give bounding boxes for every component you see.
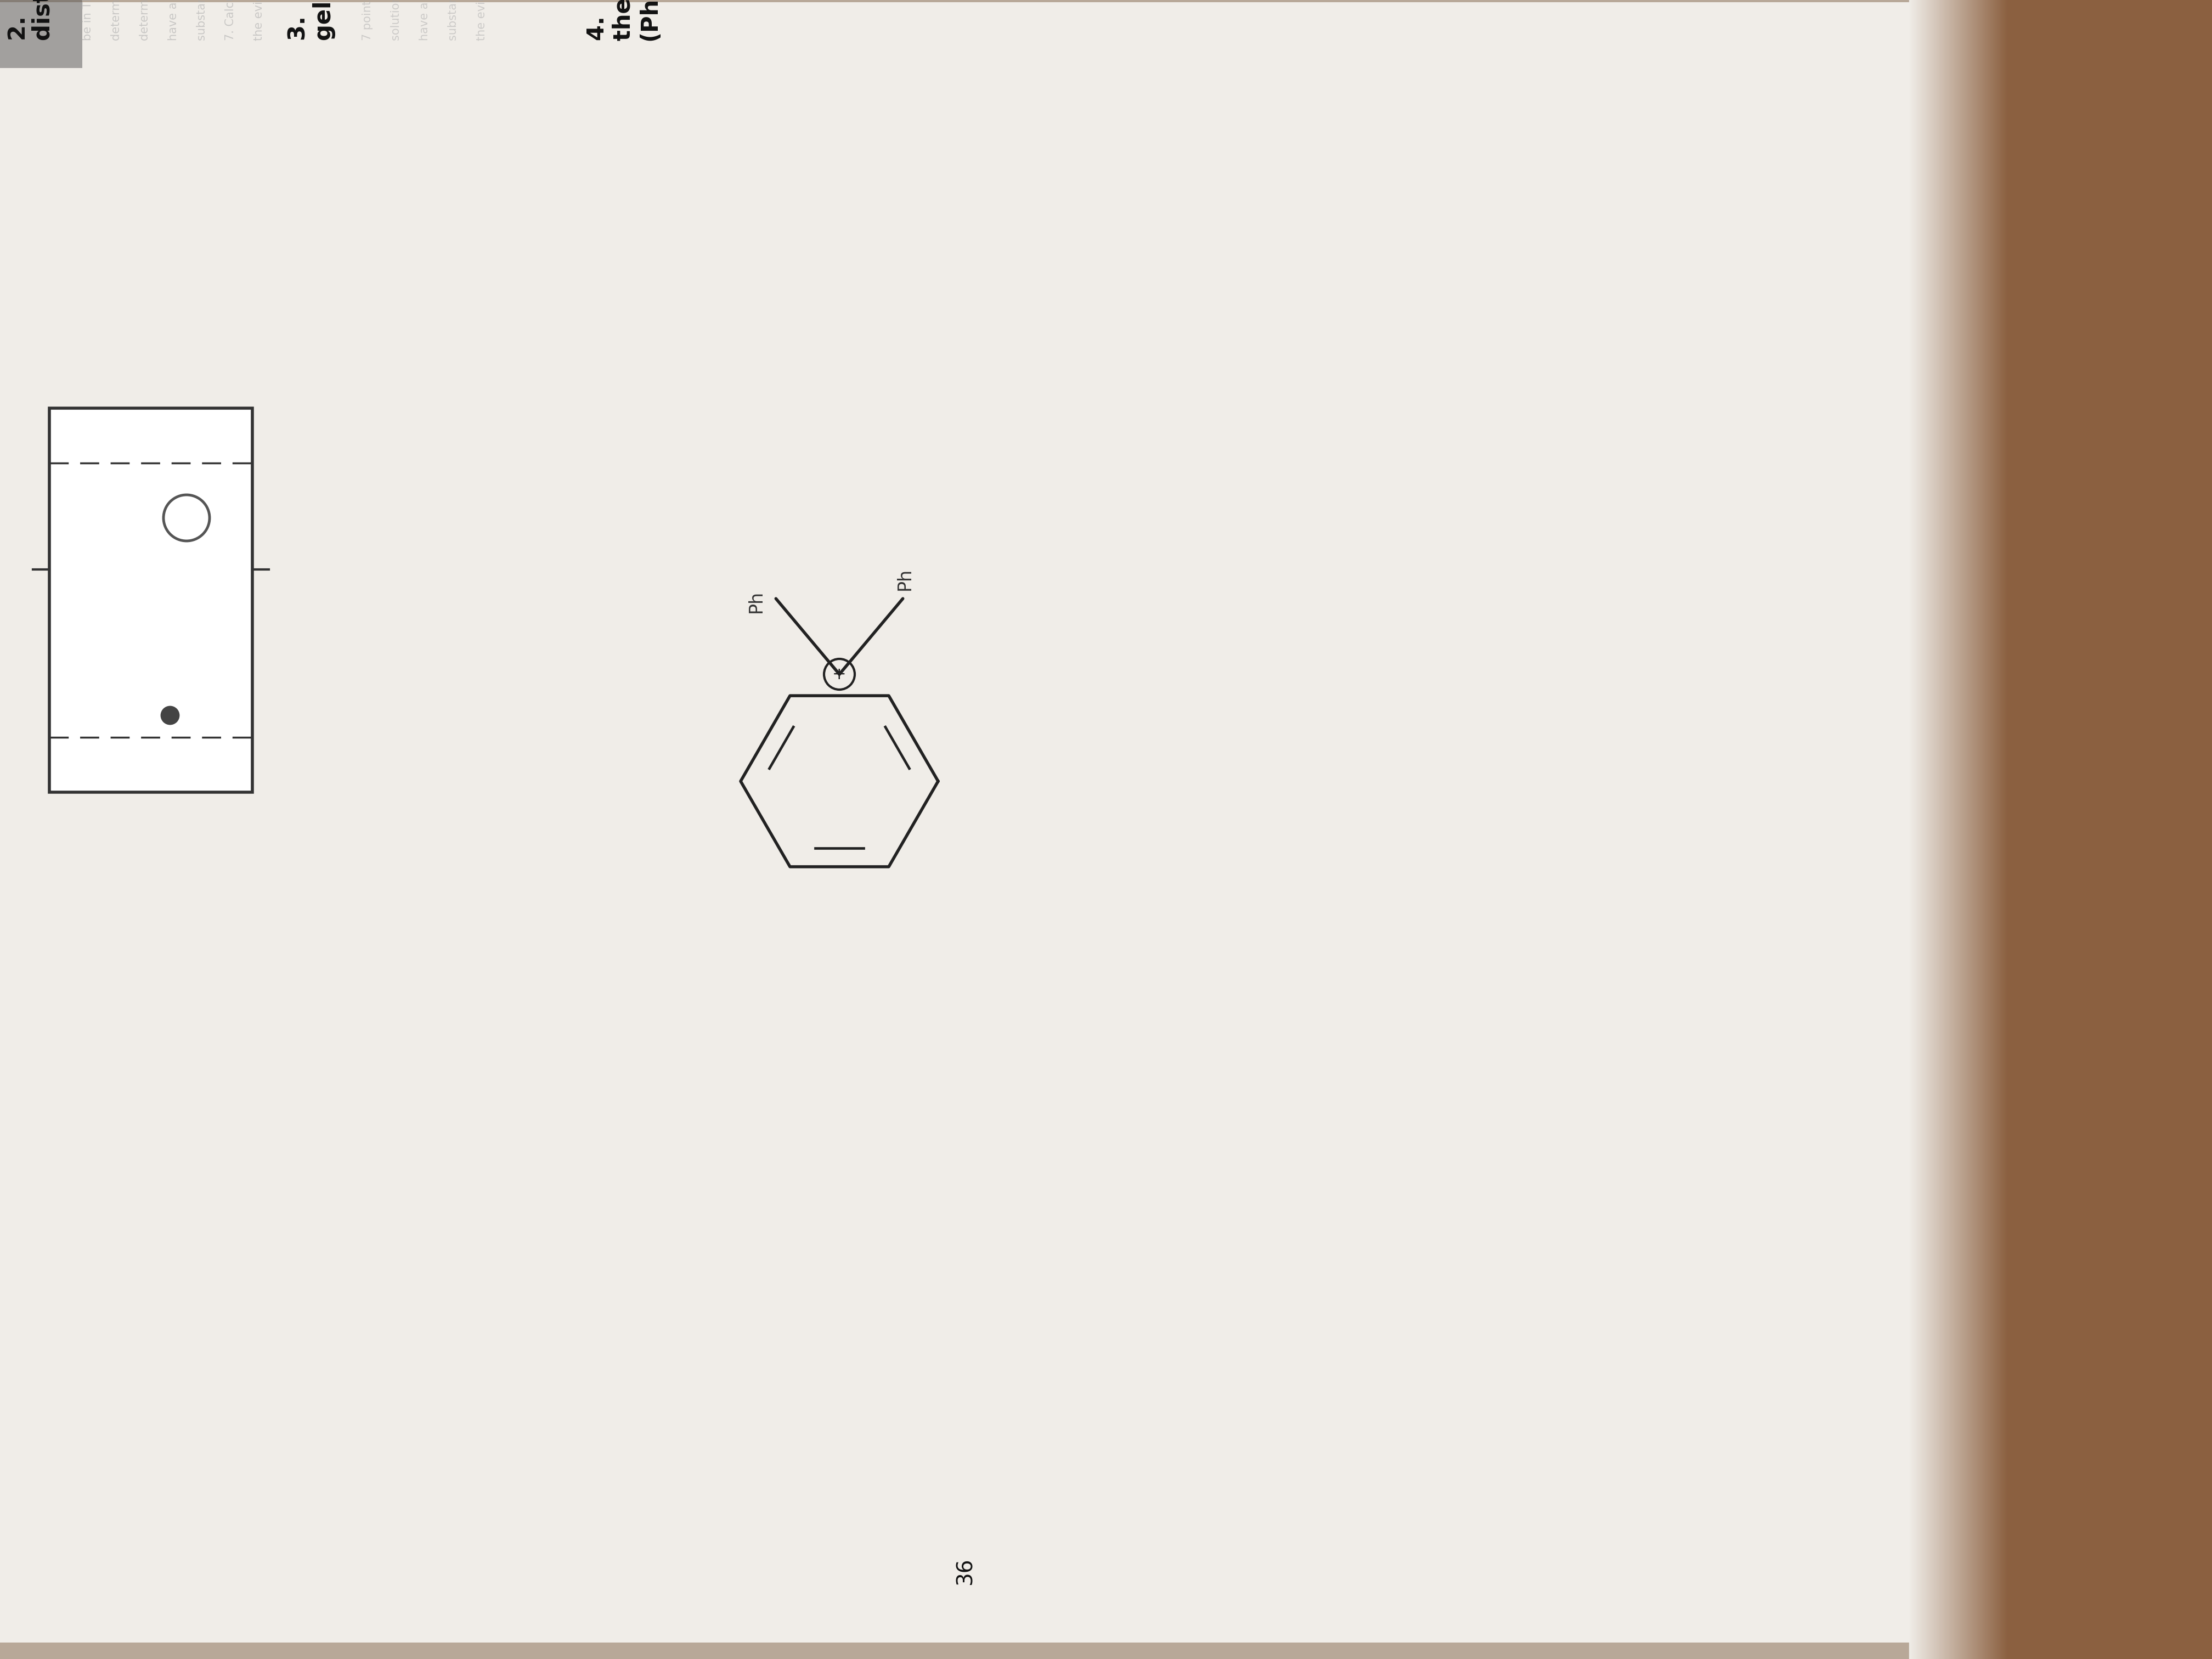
Text: have a pure substance. Calculate your TLC plate under the UV lamp to: have a pure substance. Calculate your TL… <box>168 0 179 40</box>
Text: the evidence for compound: the evidence for compound <box>254 0 265 40</box>
Text: 7. Calculate By calculate for more: 7. Calculate By calculate for more <box>226 0 237 40</box>
Text: distances in mm (with a ruler) and show your work.: distances in mm (with a ruler) and show … <box>31 0 55 40</box>
Text: (Ph).: (Ph). <box>637 0 661 40</box>
FancyBboxPatch shape <box>0 0 82 68</box>
Text: Ph: Ph <box>748 591 765 612</box>
Text: 36: 36 <box>956 1558 975 1584</box>
Circle shape <box>161 707 179 725</box>
Text: determine if you have a spot more than one also: determine if you have a spot more than o… <box>139 0 150 40</box>
FancyBboxPatch shape <box>2008 0 2212 1659</box>
Text: substances only. At the end of the room we will find the: substances only. At the end of the room … <box>447 0 458 40</box>
Text: be in TLC plate on dol: be in TLC plate on dol <box>82 0 93 40</box>
Text: the evidence for compound (at compound): the evidence for compound (at compound) <box>476 0 487 40</box>
FancyBboxPatch shape <box>0 2 2031 1642</box>
Text: solution is 8. Calculate would make a spot mt more than the also: solution is 8. Calculate would make a sp… <box>392 0 403 40</box>
Text: 7 points 8. Go to lab when the TLC plate on one left dol: 7 points 8. Go to lab when the TLC plate… <box>363 0 374 40</box>
Text: 3.  Would you expect an alcohol or an ether to have a higher Rf value on silica: 3. Would you expect an alcohol or an eth… <box>288 0 310 40</box>
Text: Ph: Ph <box>896 567 914 591</box>
Text: substances only. At the end of the room we will find the: substances only. At the end of the room … <box>197 0 208 40</box>
Text: +: + <box>832 667 847 682</box>
Text: 4.  Draw a resonance structure for the triphenylmethyl cation, showing where els: 4. Draw a resonance structure for the tr… <box>586 0 608 40</box>
Text: 2.  Calculate the Rf value for the spot on the TLC plate shown below. Measure: 2. Calculate the Rf value for the spot o… <box>7 0 31 40</box>
Text: gel thin layer chromatography? Why?: gel thin layer chromatography? Why? <box>312 0 336 40</box>
FancyBboxPatch shape <box>49 408 252 793</box>
Text: determined by comparing spots on the left did: determined by comparing spots on the lef… <box>111 0 122 40</box>
Text: have a pure substance. Calculate your TLC plate under the UV lamp to: have a pure substance. Calculate your TL… <box>418 0 429 40</box>
Text: the cationic charge can be delocalized on one of the fully drawn out phenyl ring: the cationic charge can be delocalized o… <box>613 0 635 40</box>
